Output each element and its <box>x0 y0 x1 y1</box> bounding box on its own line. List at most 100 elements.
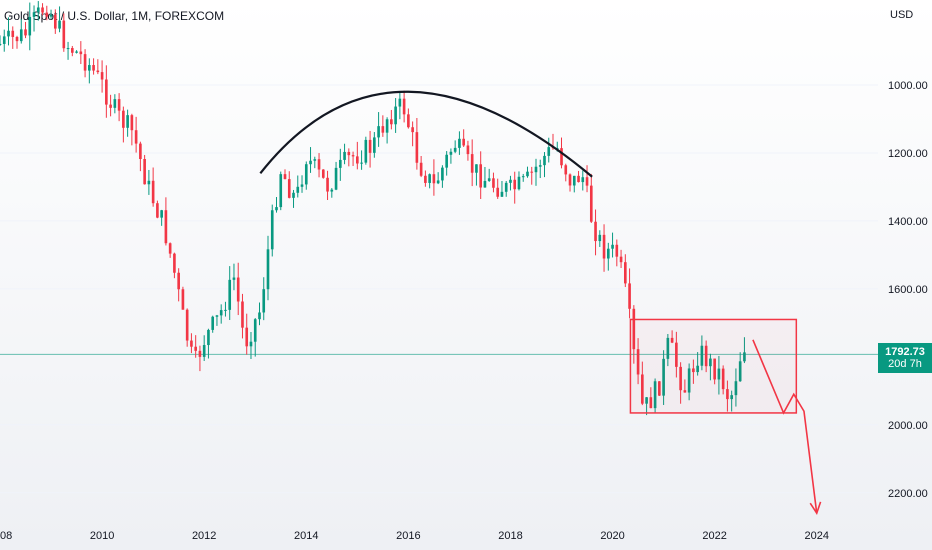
candle-body <box>594 221 597 242</box>
x-axis[interactable]: 2008 2010 2012 2014 2016 2018 2020 2022 2024 <box>0 530 829 542</box>
candle-body <box>577 175 580 183</box>
x-tick-label: 2014 <box>294 530 318 542</box>
candle-body <box>15 36 19 42</box>
candle-body <box>356 156 359 164</box>
candle-body <box>509 179 512 183</box>
candle-body <box>606 248 610 259</box>
candle-body <box>7 30 10 37</box>
candle-body <box>734 381 738 396</box>
candle-body <box>156 203 159 218</box>
rounding-top-arc[interactable] <box>259 90 593 178</box>
candle-body <box>304 164 308 185</box>
candle-body <box>462 138 465 146</box>
candle-body <box>453 147 457 152</box>
candle-body <box>122 110 125 128</box>
y-tick-label: 1000.00 <box>888 80 928 92</box>
candle-body <box>402 98 406 115</box>
x-tick-label: 2020 <box>600 530 624 542</box>
candle-body <box>598 234 602 242</box>
candle-body <box>202 345 206 357</box>
candle-body <box>130 115 134 131</box>
candle-body <box>36 7 40 13</box>
candle-body <box>692 368 695 373</box>
candle-body <box>275 207 278 211</box>
candle-body <box>109 104 112 108</box>
candle-body <box>441 167 444 181</box>
candle-body <box>436 180 440 184</box>
candle-body <box>92 65 95 71</box>
candle-body <box>704 345 708 367</box>
candle-body <box>445 154 448 168</box>
candle-body <box>105 79 108 105</box>
candle-body <box>658 381 661 396</box>
candle-body <box>530 171 534 173</box>
candle-body <box>160 210 163 218</box>
candle-body <box>368 139 372 153</box>
candle-body <box>143 159 146 185</box>
candle-body <box>666 337 670 359</box>
candle-body <box>70 48 74 53</box>
candle-body <box>2 36 6 44</box>
candle-body <box>283 174 287 180</box>
y-tick-label: 2000.00 <box>888 420 928 432</box>
candle-body <box>432 174 436 184</box>
range-box[interactable] <box>629 318 798 414</box>
candle-body <box>66 48 70 50</box>
candle-body <box>377 126 380 138</box>
candle-body <box>500 191 504 197</box>
candle-body <box>173 253 176 273</box>
candle-body <box>45 12 49 17</box>
candle-body <box>398 98 402 107</box>
candle-body <box>249 341 253 347</box>
last-price: 1792.73 <box>885 346 925 359</box>
candle-body <box>62 20 66 49</box>
candle-body <box>300 184 304 187</box>
candle-body <box>190 340 193 347</box>
candle-body <box>534 166 538 173</box>
candle-body <box>245 327 249 347</box>
candle-body <box>321 169 325 178</box>
last-price-badge: 1792.73 20d 7h <box>878 343 932 374</box>
candle-body <box>236 277 240 302</box>
candle-body <box>428 174 431 183</box>
candle-body <box>100 72 104 80</box>
chart-title: Gold Spot / U.S. Dollar, 1M, FOREXCOM <box>4 9 225 23</box>
candle-body <box>390 119 393 125</box>
y-tick-label: 1400.00 <box>888 216 928 228</box>
candle-body <box>296 186 300 193</box>
candle-body <box>458 138 461 148</box>
x-tick-label: 2024 <box>805 530 829 542</box>
candle-body <box>504 182 508 192</box>
candle-body <box>253 319 257 342</box>
candle-body <box>517 176 521 190</box>
bar-countdown: 20d 7h <box>888 358 922 371</box>
candle-body <box>194 346 197 351</box>
candle-body <box>696 365 699 373</box>
currency-label[interactable]: USD <box>890 9 914 21</box>
candle-body <box>415 132 419 163</box>
candle-body <box>636 349 640 375</box>
candle-body <box>483 180 487 188</box>
candle-body <box>215 315 219 317</box>
candle-body <box>675 342 678 367</box>
candle-body <box>24 29 27 36</box>
candle-body <box>313 159 317 161</box>
candle-body <box>419 162 423 176</box>
projection-path[interactable] <box>752 339 818 514</box>
y-axis[interactable]: 1000.00 1200.00 1400.00 1600.00 2000.00 2200.… <box>888 80 928 500</box>
x-tick-label: 2022 <box>702 530 726 542</box>
candle-body <box>364 139 368 163</box>
candle-body <box>394 106 397 125</box>
candle-body <box>743 352 746 362</box>
candle-body <box>547 147 551 156</box>
candle-body <box>649 397 653 409</box>
candle-body <box>185 309 189 341</box>
candle-body <box>466 145 470 155</box>
candle-body <box>279 174 283 208</box>
candle-body <box>334 167 338 190</box>
candle-body <box>564 165 568 175</box>
candle-body <box>381 126 385 133</box>
candle-body <box>228 279 232 310</box>
